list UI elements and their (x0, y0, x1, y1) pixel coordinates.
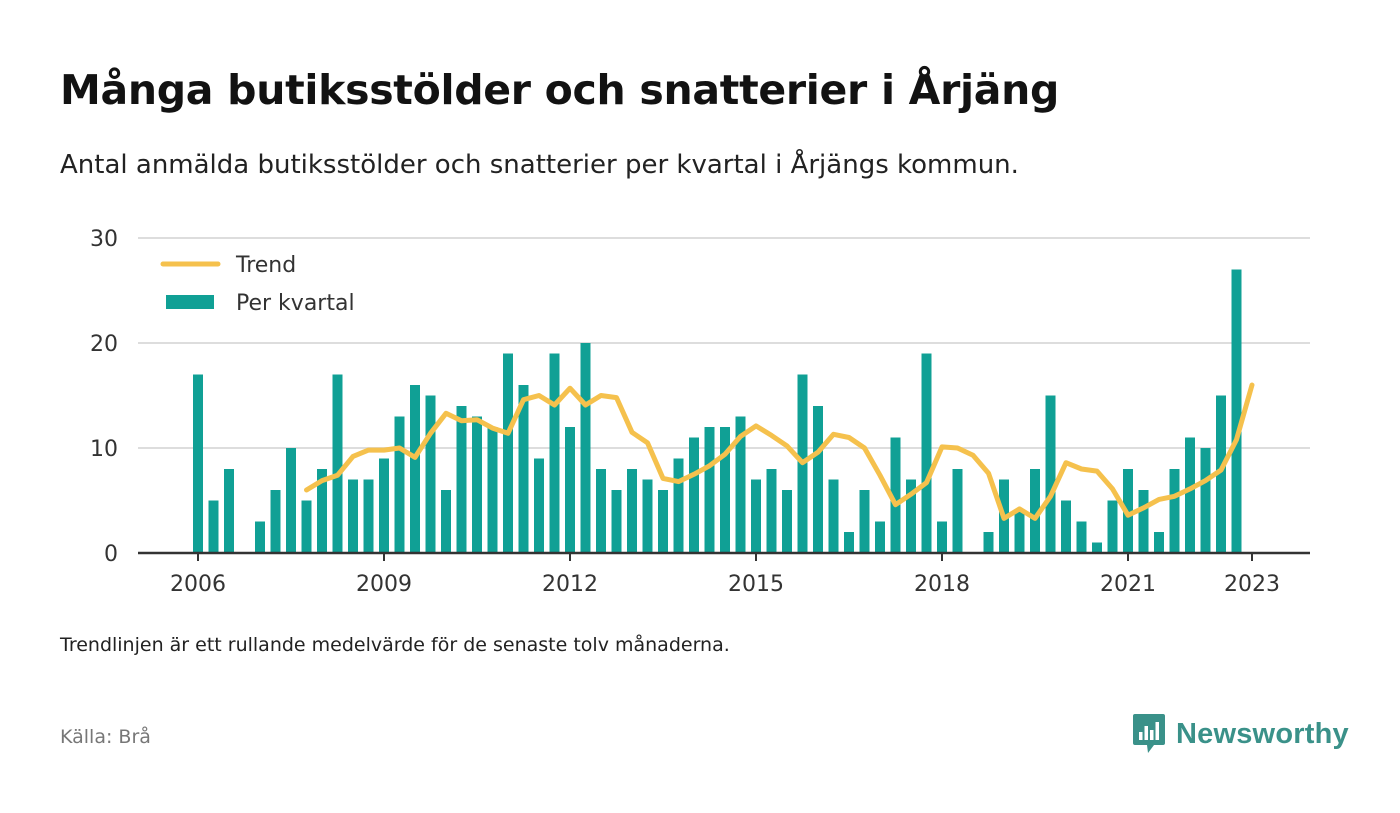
bar (952, 469, 963, 553)
bar (534, 458, 544, 553)
bar (937, 521, 947, 553)
bar (518, 385, 529, 553)
bar (1061, 500, 1071, 553)
legend-trend-label: Trend (235, 253, 296, 278)
legend-bars-label: Per kvartal (236, 291, 355, 316)
bar (348, 479, 358, 553)
trend-line (304, 382, 1255, 521)
bar (224, 469, 234, 553)
bar (379, 458, 389, 553)
axes: 0 10 20 30 2006 2009 2012 2015 2018 2021 2023 (90, 227, 1310, 597)
bar (1216, 395, 1226, 553)
bar (1138, 490, 1149, 553)
y-tick-label: 20 (90, 332, 118, 357)
bar (441, 490, 451, 553)
bar (890, 437, 901, 553)
chart-area: 0 10 20 30 2006 2009 2012 2015 2018 2021 2023 Tren… (90, 227, 1310, 597)
brand-name: Newsworthy (1176, 717, 1349, 750)
bar (875, 521, 885, 553)
bar (642, 479, 653, 553)
bar (193, 374, 203, 553)
bar (906, 479, 916, 553)
grid-lines (138, 237, 1310, 449)
bar (208, 500, 219, 553)
newsworthy-logo[interactable]: Newsworthy (1132, 712, 1349, 756)
x-tick-label: 2009 (356, 572, 412, 597)
bar (503, 353, 513, 553)
bar (425, 395, 436, 553)
bar (658, 490, 668, 553)
bar (673, 458, 684, 553)
x-tick-label: 2012 (542, 572, 598, 597)
bar (1014, 511, 1025, 553)
bar (332, 374, 343, 553)
trend-note: Trendlinjen är ett rullande medelvärde f… (60, 634, 730, 656)
bar (1200, 448, 1211, 553)
bar (1185, 437, 1195, 553)
legend-bars-swatch (166, 295, 214, 309)
bar (255, 521, 265, 553)
bar (983, 532, 994, 553)
bar (1045, 395, 1056, 553)
bar (766, 469, 777, 553)
bar (596, 469, 606, 553)
bar (921, 353, 932, 553)
bar (549, 353, 560, 553)
bar (301, 500, 312, 553)
chart-subtitle: Antal anmälda butiksstölder och snatteri… (60, 150, 1019, 180)
bar (689, 437, 699, 553)
chart-title: Många butiksstölder och snatterier i Årj… (60, 66, 1060, 114)
trend-series (304, 382, 1255, 521)
bar (1076, 521, 1087, 553)
bar (751, 479, 761, 553)
bar (410, 385, 420, 553)
bar (565, 427, 575, 553)
y-tick-label: 30 (90, 227, 118, 252)
bar (859, 490, 870, 553)
bar (813, 406, 823, 553)
bar (1231, 269, 1242, 553)
bar (627, 469, 637, 553)
bar (1107, 500, 1118, 553)
bar (456, 406, 467, 553)
bar (782, 490, 792, 553)
source-label: Källa: Brå (60, 726, 151, 748)
x-tick-label: 2021 (1100, 572, 1156, 597)
bar (394, 416, 405, 553)
bar (1154, 532, 1164, 553)
bar (472, 416, 482, 553)
bar (580, 343, 591, 553)
x-tick-label: 2006 (170, 572, 226, 597)
bar (270, 490, 281, 553)
bar-series (193, 269, 1242, 553)
bar (611, 490, 622, 553)
x-tick-label: 2018 (914, 572, 970, 597)
bar (735, 416, 746, 553)
bar (704, 427, 715, 553)
bar (828, 479, 839, 553)
bar (844, 532, 854, 553)
x-tick-label: 2023 (1224, 572, 1280, 597)
bar (720, 427, 730, 553)
newsworthy-logo-icon (1133, 714, 1165, 753)
x-tick-label: 2015 (728, 572, 784, 597)
y-tick-label: 0 (104, 542, 118, 567)
y-tick-label: 10 (90, 437, 118, 462)
legend: Trend Per kvartal (160, 253, 355, 316)
bar (363, 479, 374, 553)
bar (317, 469, 327, 553)
bar (286, 448, 296, 553)
bar (1092, 542, 1102, 553)
bar (487, 427, 498, 553)
bar (1030, 469, 1040, 553)
bar (1169, 469, 1180, 553)
